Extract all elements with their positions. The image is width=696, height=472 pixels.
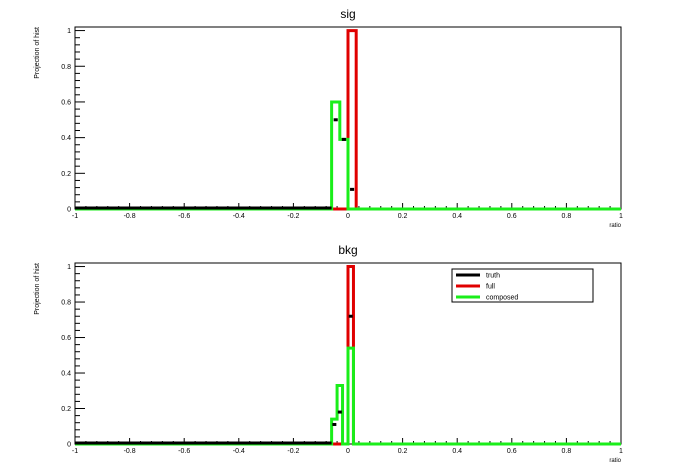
x-tick-label: 0.8 [562,448,572,455]
x-axis-label: ratio [609,223,621,229]
x-tick-label: 0.2 [398,213,408,220]
y-tick-label: 1 [67,28,71,35]
x-tick-label: -0.2 [287,448,299,455]
x-tick-label: 0.6 [507,448,517,455]
x-tick-label: -0.8 [124,448,136,455]
x-tick-label: -0.8 [124,213,136,220]
x-tick-label: -0.6 [178,448,190,455]
x-tick-label: -0.2 [287,213,299,220]
y-tick-label: 0.2 [61,171,71,178]
x-tick-label: -0.6 [178,213,190,220]
y-tick-label: 0.4 [61,135,71,142]
pad-sig [74,26,622,211]
x-tick-label: 0.4 [452,213,462,220]
legend-label-composed: composed [486,295,518,302]
pad-bkg [74,262,622,446]
y-axis-label: Projection of hist [34,263,41,315]
y-axis-label: Projection of hist [34,27,41,79]
x-tick-label: 0.6 [507,213,517,220]
x-tick-label: -0.4 [233,448,245,455]
x-tick-label: 1 [619,448,623,455]
x-tick-label: 1 [619,213,623,220]
x-tick-label: 0.8 [562,213,572,220]
x-tick-label: 0.4 [452,448,462,455]
x-tick-label: 0 [346,448,350,455]
composed-histogram-line [75,100,621,211]
x-tick-label: 0.2 [398,448,408,455]
y-tick-label: 0.6 [61,335,71,342]
y-tick-label: 1 [67,264,71,271]
y-tick-label: 0.8 [61,64,71,71]
x-tick-label: -1 [72,213,78,220]
x-tick-label: -1 [72,448,78,455]
y-tick-label: 0.6 [61,99,71,106]
x-axis-label: ratio [609,458,621,464]
y-tick-label: 0.2 [61,406,71,413]
legend-label-full: full [486,284,495,291]
composed-histogram-line [75,346,621,446]
chart-title: bkg [338,243,357,257]
y-tick-label: 0.4 [61,371,71,378]
y-tick-label: 0.8 [61,300,71,307]
x-tick-label: -0.4 [233,213,245,220]
legend: truth full composed [451,268,594,303]
legend-label-truth: truth [486,273,500,280]
x-tick-label: 0 [346,213,350,220]
y-tick-label: 0 [67,442,71,449]
y-tick-label: 0 [67,207,71,214]
chart-title: sig [340,7,355,21]
